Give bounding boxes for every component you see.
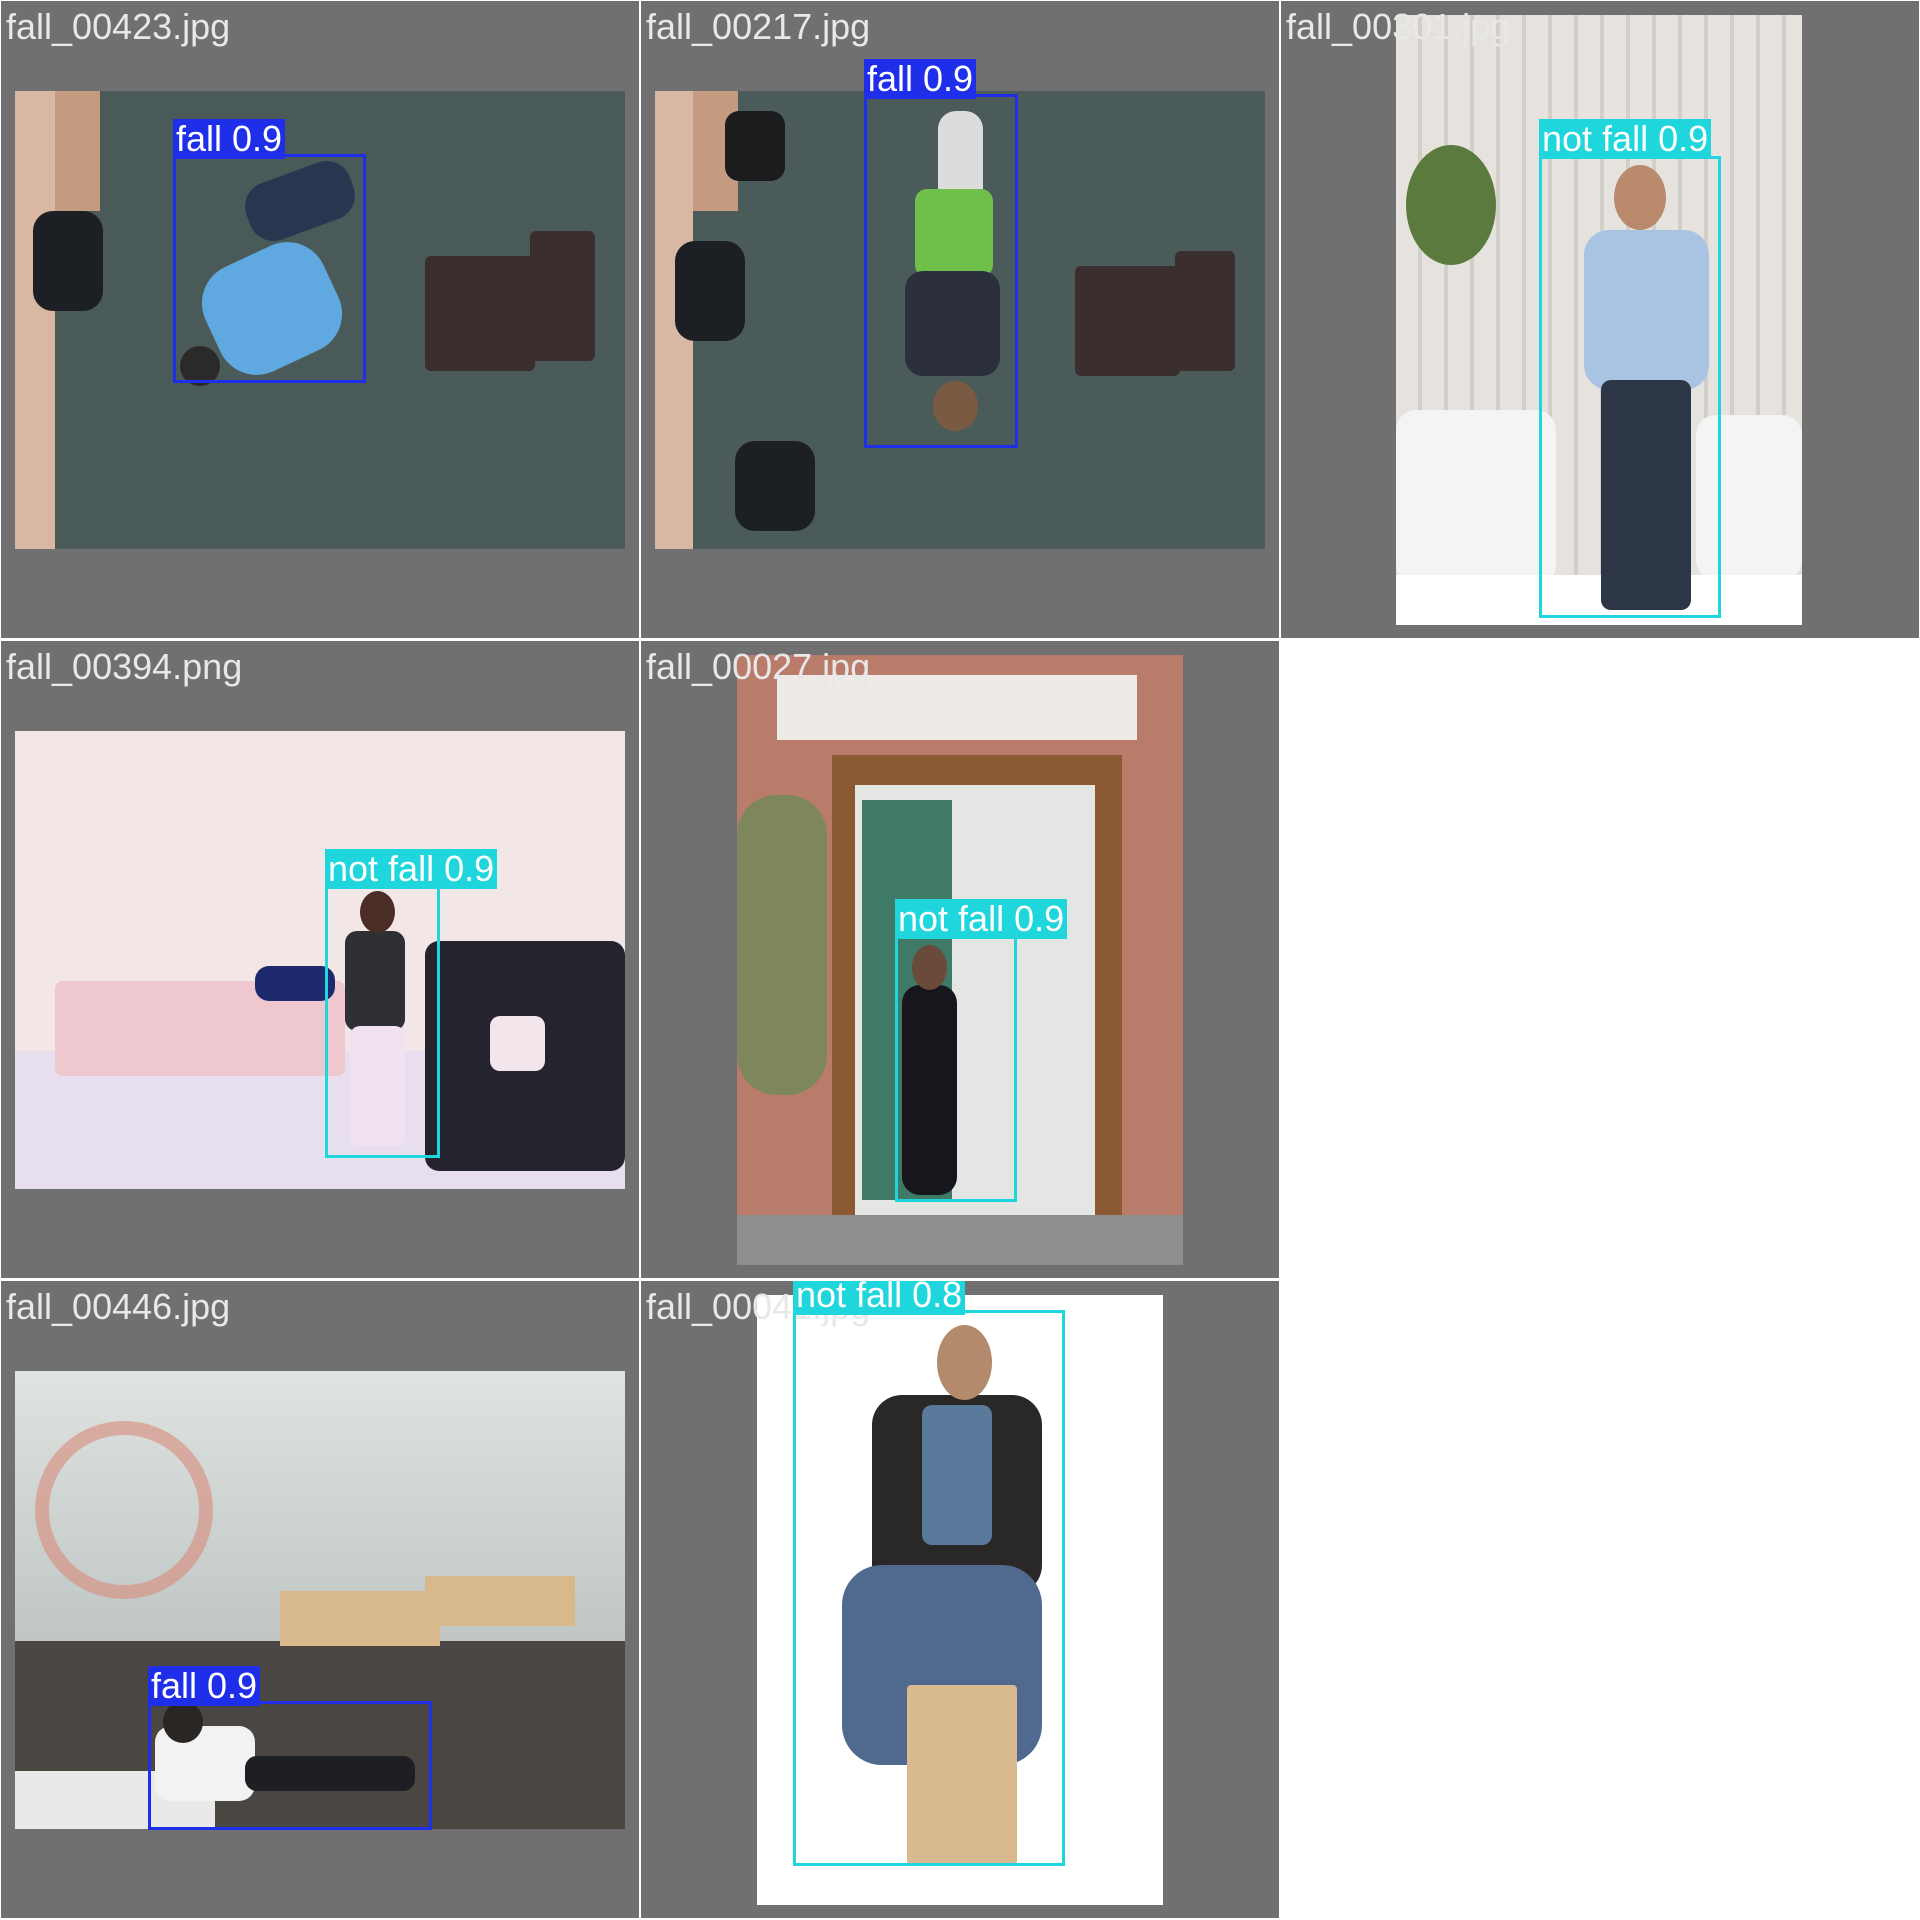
plant	[737, 795, 827, 1095]
not-fall-bounding-box[interactable]	[895, 936, 1017, 1202]
image-tile[interactable]: fall_00217.jpg fall 0.9	[641, 1, 1279, 638]
image-tile[interactable]: fall_00301.jpg not fall 0.9	[1281, 1, 1919, 638]
person-head	[180, 346, 220, 386]
ground	[737, 1215, 1183, 1265]
person-shirt	[922, 1405, 992, 1545]
tile-filename: fall_00446.jpg	[6, 1286, 231, 1327]
not-fall-bounding-box[interactable]	[1539, 156, 1721, 618]
not-fall-label: not fall 0.9	[895, 899, 1068, 939]
person-legs	[1601, 380, 1691, 610]
person-head	[912, 945, 947, 990]
image-tile[interactable]: fall_00423.jpg fall 0.9	[1, 1, 639, 638]
not-fall-label: not fall 0.8	[793, 1281, 966, 1315]
tile-filename: fall_00027.jpg	[646, 646, 871, 687]
fall-bounding-box[interactable]	[173, 154, 366, 383]
image-tile[interactable]: fall_00446.jpg fall 0.9	[1, 1281, 639, 1918]
tile-filename: fall_00423.jpg	[6, 6, 231, 47]
fall-bounding-box[interactable]	[148, 1701, 432, 1830]
person-legs	[245, 1756, 415, 1791]
desk-chair	[675, 241, 745, 341]
stool	[907, 1685, 1017, 1865]
person-head	[1614, 165, 1666, 230]
person-head	[163, 1701, 203, 1743]
chair	[530, 231, 595, 361]
cushion	[490, 1016, 545, 1071]
not-fall-label: not fall 0.9	[325, 849, 498, 889]
bench	[280, 1591, 440, 1646]
person-head	[933, 381, 978, 431]
sofa	[1396, 410, 1556, 585]
image-tile[interactable]: fall_00027.jpg not fall 0.9	[641, 641, 1279, 1278]
backpack	[725, 111, 785, 181]
fall-label: fall 0.9	[173, 119, 286, 159]
not-fall-bounding-box[interactable]	[325, 886, 440, 1158]
plant	[1406, 145, 1496, 265]
wall-shelf	[15, 91, 55, 549]
tile-filename: fall_00217.jpg	[646, 6, 871, 47]
bedroom-photo	[15, 731, 625, 1189]
tile-filename: fall_00301.jpg	[1286, 6, 1511, 47]
fall-label: fall 0.9	[864, 59, 977, 99]
overhead-room-photo	[655, 91, 1265, 549]
lintel	[777, 675, 1137, 740]
living-room-photo	[1396, 15, 1802, 625]
person-head	[937, 1325, 992, 1400]
person-body	[902, 985, 957, 1195]
sofa	[1696, 415, 1802, 580]
person-torso	[345, 931, 405, 1031]
bench	[425, 1576, 575, 1626]
person-head	[360, 891, 395, 933]
person-torso	[905, 271, 1000, 376]
image-tile[interactable]: fall_00394.png not fall 0.9	[1, 641, 639, 1278]
office-lobby-photo	[15, 1371, 625, 1829]
person-shorts	[915, 189, 993, 277]
fall-bounding-box[interactable]	[864, 94, 1018, 448]
overhead-room-photo	[15, 91, 625, 549]
tile-filename: fall_00394.png	[6, 646, 243, 687]
person-legs	[350, 1026, 405, 1146]
chair	[1075, 266, 1180, 376]
cabinet	[55, 91, 100, 211]
pillow	[255, 966, 335, 1001]
desk-chair	[33, 211, 103, 311]
person-torso	[1584, 230, 1709, 390]
image-tile[interactable]: fall_00041.jpg not fall 0.8	[641, 1281, 1279, 1918]
chair	[1175, 251, 1235, 371]
desk-chair	[735, 441, 815, 531]
doorway-photo	[737, 655, 1183, 1265]
not-fall-label: not fall 0.9	[1539, 119, 1712, 159]
not-fall-bounding-box[interactable]	[793, 1310, 1065, 1866]
studio-portrait-photo	[757, 1295, 1163, 1905]
fall-label: fall 0.9	[148, 1666, 261, 1706]
chair	[425, 256, 535, 371]
swirl-decoration	[35, 1421, 213, 1599]
